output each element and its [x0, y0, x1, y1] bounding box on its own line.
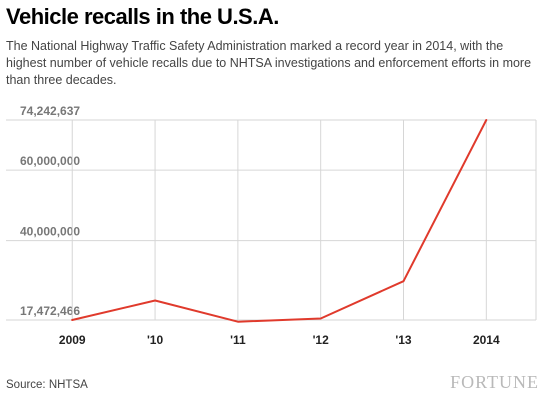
- data-point: [71, 319, 74, 321]
- chart-title: Vehicle recalls in the U.S.A.: [6, 4, 279, 29]
- x-tick-label: '10: [147, 333, 164, 347]
- y-tick-label: 17,472,466: [20, 304, 80, 318]
- x-tick-label: 2009: [59, 333, 86, 347]
- fortune-logo: FORTUNE: [450, 372, 539, 392]
- x-tick-label: '11: [230, 333, 246, 347]
- x-tick-label: 2014: [473, 333, 500, 347]
- data-point: [319, 317, 322, 320]
- y-tick-label: 60,000,000: [20, 154, 80, 168]
- x-tick-label: '12: [313, 333, 330, 347]
- series-line: [71, 119, 488, 323]
- y-tick-label: 40,000,000: [20, 225, 80, 239]
- source-note: Source: NHTSA: [6, 379, 88, 391]
- data-point: [154, 299, 156, 302]
- data-point: [402, 280, 405, 282]
- y-tick-label: 74,242,637: [20, 104, 80, 118]
- x-tick-label: '13: [395, 333, 412, 347]
- chart-subtitle: The National Highway Traffic Safety Admi…: [6, 39, 532, 87]
- line-chart: 17,472,466 40,000,000 60,000,000 74,242,637…: [6, 104, 537, 347]
- data-point: [485, 119, 488, 121]
- data-point: [237, 320, 239, 323]
